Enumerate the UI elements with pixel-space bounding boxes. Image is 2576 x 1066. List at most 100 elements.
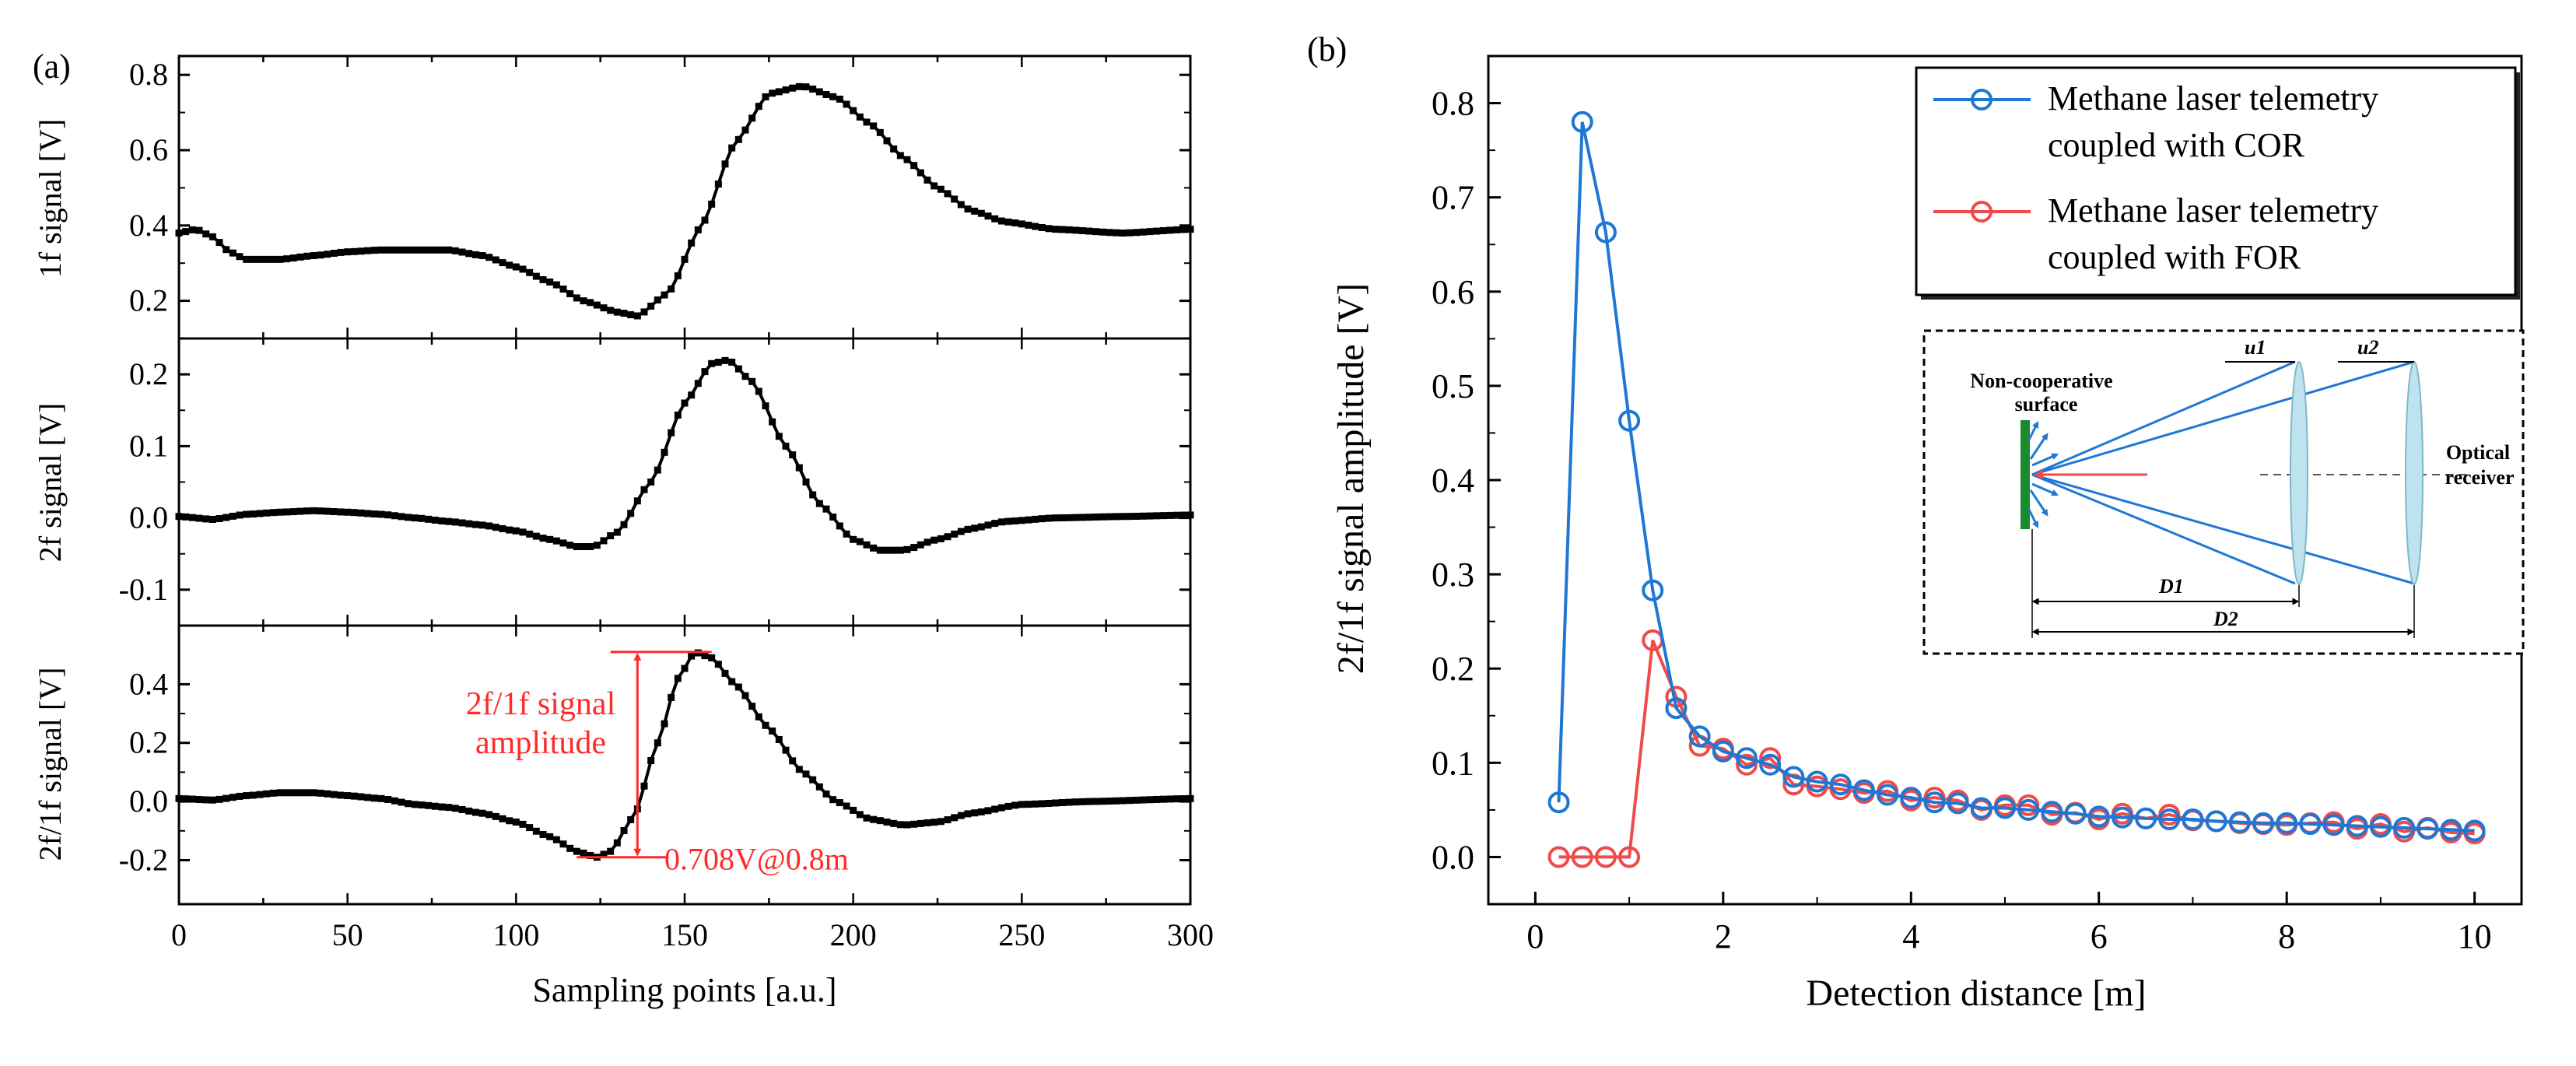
data-point xyxy=(370,510,378,518)
data-point xyxy=(357,509,365,517)
data-point xyxy=(977,523,985,531)
data-point xyxy=(1571,110,1593,133)
data-point xyxy=(741,692,749,700)
data-point xyxy=(688,652,696,660)
data-point xyxy=(263,790,271,798)
data-point xyxy=(755,713,762,721)
data-point xyxy=(1173,511,1181,519)
data-point xyxy=(863,118,871,126)
data-point xyxy=(1947,792,1969,815)
data-point xyxy=(708,200,716,208)
data-point xyxy=(924,819,931,826)
data-point xyxy=(1179,794,1187,802)
data-point xyxy=(431,517,439,524)
data-point xyxy=(1011,801,1019,809)
data-point xyxy=(499,815,506,822)
non-cooperative-surface xyxy=(2020,420,2030,529)
data-point xyxy=(188,514,196,521)
data-point xyxy=(546,535,554,543)
data-point xyxy=(1004,517,1012,525)
data-point xyxy=(883,546,891,554)
data-point xyxy=(775,88,783,96)
data-point xyxy=(1072,798,1080,806)
legend-box xyxy=(1915,66,2517,296)
data-point xyxy=(1032,223,1039,230)
data-point xyxy=(870,815,878,823)
y-tick-label: 0.0 xyxy=(129,500,168,535)
data-point xyxy=(377,794,385,802)
data-point xyxy=(870,544,878,552)
data-point xyxy=(269,509,277,517)
panel-b-ylabel: 2f/1f signal amplitude [V] xyxy=(1330,283,1372,675)
data-point xyxy=(276,789,284,797)
data-point xyxy=(512,818,520,826)
data-point xyxy=(903,545,911,553)
data-point xyxy=(910,544,918,552)
data-point xyxy=(289,254,297,262)
x-tick-label: 0 xyxy=(1526,917,1544,956)
data-point xyxy=(903,821,911,829)
data-point xyxy=(276,508,284,516)
data-point xyxy=(1642,579,1664,601)
data-point xyxy=(243,510,251,518)
data-point xyxy=(1085,227,1093,235)
data-point xyxy=(668,429,675,437)
data-point xyxy=(1618,409,1641,432)
data-point xyxy=(223,246,230,254)
data-point xyxy=(694,380,702,387)
data-point xyxy=(269,789,277,797)
data-point xyxy=(256,791,264,798)
data-point xyxy=(188,226,196,233)
data-point xyxy=(2017,798,2040,821)
data-point xyxy=(431,802,439,810)
data-point xyxy=(485,522,493,530)
data-point xyxy=(883,818,891,826)
data-point xyxy=(775,433,783,440)
data-point xyxy=(1179,511,1187,519)
data-point xyxy=(836,522,843,530)
data-point xyxy=(492,524,499,531)
x-tick-label: 0 xyxy=(171,917,187,952)
data-point xyxy=(1806,770,1828,793)
data-point xyxy=(559,840,567,848)
data-point xyxy=(1139,512,1147,520)
data-point xyxy=(587,851,594,859)
x-tick-label: 10 xyxy=(2458,917,2492,956)
data-point xyxy=(2111,806,2133,829)
data-point xyxy=(1011,219,1019,226)
data-point xyxy=(647,757,655,765)
data-point xyxy=(1153,227,1161,235)
data-point xyxy=(344,248,352,256)
data-point xyxy=(587,543,594,551)
data-point xyxy=(506,817,513,825)
data-point xyxy=(236,253,244,261)
data-point xyxy=(438,803,446,811)
data-point xyxy=(506,526,513,534)
data-point xyxy=(216,514,223,522)
data-point xyxy=(465,520,473,528)
data-point xyxy=(755,387,762,395)
data-point xyxy=(202,796,210,804)
data-point xyxy=(546,278,554,286)
data-point xyxy=(2346,815,2368,837)
optical-schematic-inset: u1 u2 Non-cooperative surface Optical re… xyxy=(1922,329,2525,655)
data-point xyxy=(971,809,979,817)
data-point xyxy=(951,195,959,203)
data-point xyxy=(654,296,661,304)
data-point xyxy=(552,836,560,843)
data-point xyxy=(890,546,898,554)
data-point xyxy=(741,373,749,380)
data-point xyxy=(896,821,904,829)
legend-for-text-1: Methane laser telemetry xyxy=(2048,191,2378,230)
data-point xyxy=(465,250,473,258)
data-point xyxy=(728,678,736,686)
panel-a-2f-series xyxy=(175,356,1194,554)
data-point xyxy=(580,849,587,857)
data-point xyxy=(519,265,527,273)
d2-label: D2 xyxy=(2213,608,2238,630)
data-point xyxy=(229,794,237,801)
data-point xyxy=(418,246,426,254)
data-point xyxy=(384,795,392,803)
data-point xyxy=(1078,798,1086,805)
data-point xyxy=(296,507,304,515)
